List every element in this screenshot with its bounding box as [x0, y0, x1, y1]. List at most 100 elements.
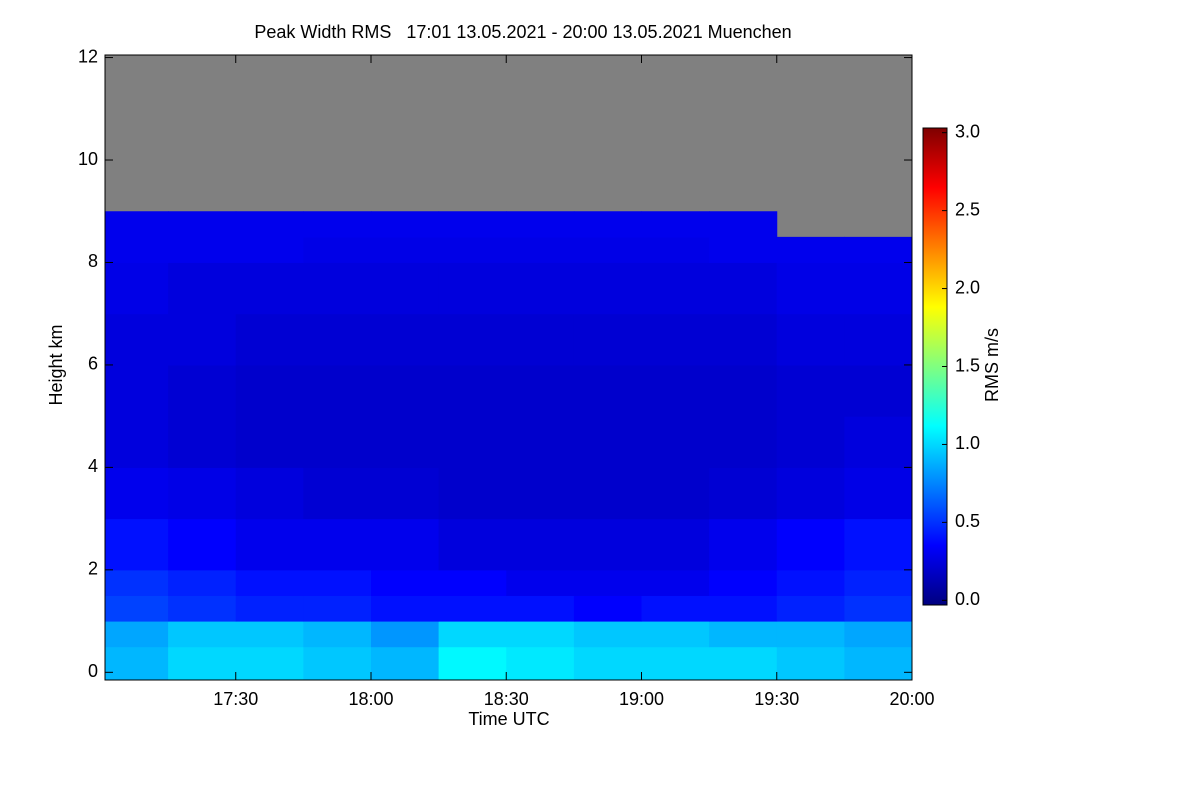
heatmap-cell — [506, 646, 575, 681]
heatmap-cell — [438, 236, 507, 263]
heatmap-cell — [776, 364, 845, 417]
heatmap-cell — [573, 262, 642, 315]
heatmap-cell — [573, 467, 642, 520]
heatmap-cell — [776, 313, 845, 366]
heatmap-cell — [303, 467, 372, 520]
y-tick-label: 4 — [88, 456, 98, 476]
heatmap-cell — [506, 569, 575, 596]
heatmap-cell — [709, 518, 778, 571]
heatmap-cell — [573, 313, 642, 366]
heatmap-cell — [168, 236, 237, 263]
x-tick-label: 19:00 — [619, 689, 664, 709]
heatmap-cell — [105, 236, 169, 263]
heatmap-cell — [709, 595, 778, 622]
heatmap-cell — [105, 313, 169, 366]
heatmap-cell — [641, 646, 710, 681]
heatmap-cell — [438, 364, 507, 417]
heatmap-cell — [370, 595, 440, 622]
heatmap-cell — [776, 595, 845, 622]
heatmap-cell — [776, 236, 845, 263]
heatmap-cell — [573, 518, 642, 571]
y-tick-label: 10 — [78, 149, 98, 169]
heatmap-cell — [573, 646, 642, 681]
heatmap-cell — [370, 621, 440, 648]
heatmap-cell — [438, 518, 507, 571]
heatmap-cell — [844, 416, 913, 468]
heatmap-cell — [303, 364, 372, 417]
heatmap-cell — [168, 211, 237, 238]
heatmap-cell — [370, 236, 440, 263]
heatmap-cell — [506, 211, 575, 238]
heatmap-cell — [235, 236, 304, 263]
heatmap-cell — [844, 518, 913, 571]
heatmap-cell — [370, 313, 440, 366]
heatmap-cell — [303, 646, 372, 681]
heatmap-cell — [641, 416, 710, 468]
heatmap-cell — [641, 364, 710, 417]
x-tick-label: 18:00 — [348, 689, 393, 709]
heatmap-cell — [105, 646, 169, 681]
heatmap-cell — [105, 621, 169, 648]
heatmap-cell — [303, 262, 372, 315]
heatmap-cell — [709, 313, 778, 366]
heatmap-cell — [438, 262, 507, 315]
heatmap-cell — [235, 569, 304, 596]
heatmap-cell — [168, 646, 237, 681]
heatmap-cell — [776, 569, 845, 596]
heatmap-cell — [506, 364, 575, 417]
heatmap-cell — [168, 262, 237, 315]
x-tick-label: 18:30 — [484, 689, 529, 709]
colorbar-tick-label: 0.5 — [955, 511, 980, 531]
heatmap-cell — [168, 416, 237, 468]
heatmap-cell — [168, 518, 237, 571]
heatmap-cell — [573, 621, 642, 648]
heatmap-cell — [506, 595, 575, 622]
heatmap-cell — [105, 211, 169, 238]
heatmap-cell — [235, 595, 304, 622]
heatmap-cell — [168, 621, 237, 648]
heatmap-cell — [709, 467, 778, 520]
heatmap-cell — [709, 364, 778, 417]
y-tick-label: 8 — [88, 251, 98, 271]
heatmap-cell — [370, 211, 440, 238]
heatmap-cell — [573, 236, 642, 263]
heatmap-cell — [776, 467, 845, 520]
heatmap-cell — [105, 518, 169, 571]
heatmap-cell — [844, 595, 913, 622]
heatmap-cell — [506, 467, 575, 520]
heatmap-cell — [776, 518, 845, 571]
colorbar-tick-label: 3.0 — [955, 121, 980, 141]
heatmap-cell — [438, 646, 507, 681]
heatmap-cell — [506, 621, 575, 648]
heatmap-cell — [641, 467, 710, 520]
heatmap-cell — [105, 467, 169, 520]
heatmap-cell — [438, 467, 507, 520]
heatmap-cell — [370, 646, 440, 681]
heatmap-cell — [303, 621, 372, 648]
heatmap-cell — [573, 569, 642, 596]
x-tick-label: 17:30 — [213, 689, 258, 709]
colorbar-label: RMS m/s — [982, 328, 1002, 402]
heatmap-cell — [709, 262, 778, 315]
heatmap-cell — [105, 416, 169, 468]
x-tick-label: 19:30 — [754, 689, 799, 709]
heatmap-cell — [844, 569, 913, 596]
heatmap-cell — [776, 262, 845, 315]
heatmap-cell — [709, 569, 778, 596]
heatmap-cell — [844, 646, 913, 681]
heatmap-cell — [641, 236, 710, 263]
heatmap-cell — [844, 262, 913, 315]
y-axis-label: Height km — [46, 324, 66, 405]
heatmap-cell — [168, 313, 237, 366]
heatmap-cell — [235, 211, 304, 238]
heatmap-cell — [235, 262, 304, 315]
heatmap-cell — [370, 364, 440, 417]
heatmap-cell — [709, 236, 778, 263]
heatmap-cell — [844, 621, 913, 648]
heatmap-cell — [438, 569, 507, 596]
colorbar-tick-label: 2.0 — [955, 277, 980, 297]
heatmap-cell — [235, 518, 304, 571]
heatmap-cell — [303, 416, 372, 468]
heatmap-cell — [641, 569, 710, 596]
